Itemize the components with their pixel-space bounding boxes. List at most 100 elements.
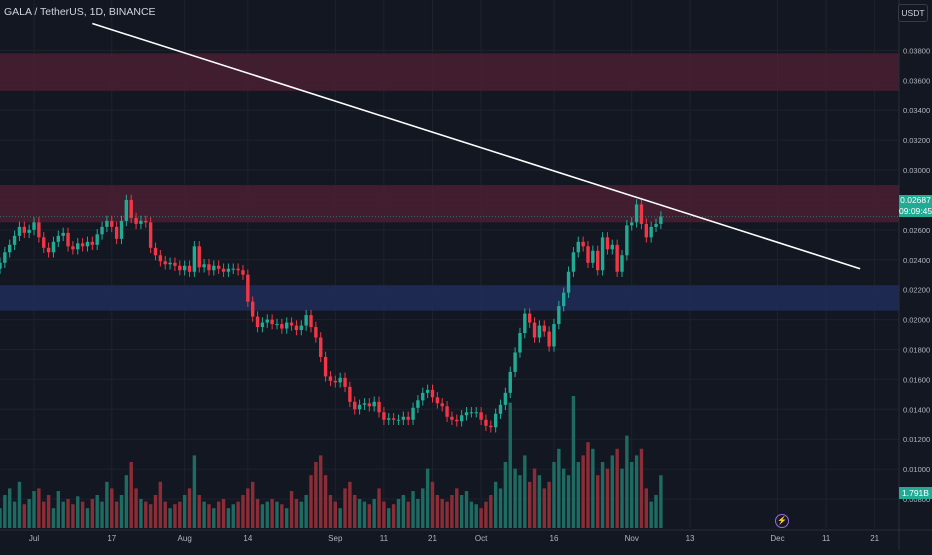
volume-bar xyxy=(532,468,537,528)
volume-bar xyxy=(27,498,31,528)
countdown-badge: 09:09:45 xyxy=(899,206,932,217)
volume-bar xyxy=(241,495,245,528)
candle xyxy=(557,300,561,330)
candle xyxy=(445,401,449,423)
candle xyxy=(236,263,240,276)
volume-bar xyxy=(144,501,148,528)
candle xyxy=(493,408,498,433)
volume-bar xyxy=(630,462,634,528)
lightning-icon[interactable]: ⚡ xyxy=(775,514,789,528)
candle xyxy=(0,257,2,274)
volume-bar xyxy=(148,504,153,528)
candle xyxy=(450,411,454,425)
volume-bar xyxy=(270,498,274,528)
candle xyxy=(464,407,469,421)
candle xyxy=(455,414,459,427)
volume-bar xyxy=(90,498,95,528)
candle xyxy=(110,215,114,233)
x-tick-label: Jul xyxy=(29,534,39,543)
candle xyxy=(377,396,381,418)
y-tick-label: 0.01600 xyxy=(903,375,930,384)
volume-bar xyxy=(124,475,129,528)
volume-bar xyxy=(314,462,318,528)
candle xyxy=(100,221,104,240)
candle xyxy=(425,384,430,399)
volume-bar xyxy=(639,448,644,528)
volume-bar xyxy=(474,504,478,528)
volume-bar xyxy=(387,508,391,528)
support-zone xyxy=(0,285,899,311)
volume-bar xyxy=(207,504,211,528)
volume-bar xyxy=(216,501,221,528)
volume-bar xyxy=(71,504,75,528)
candle xyxy=(178,260,182,276)
candle xyxy=(333,375,338,388)
volume-bar xyxy=(153,495,158,528)
volume-bar xyxy=(85,508,90,528)
candle xyxy=(144,215,148,228)
volume-bar xyxy=(37,488,41,528)
candle xyxy=(498,399,503,420)
candle xyxy=(304,309,308,331)
x-tick-label: 14 xyxy=(243,534,252,543)
candle xyxy=(76,238,80,255)
candle xyxy=(241,265,245,280)
volume-bar xyxy=(489,495,493,528)
x-tick-label: Oct xyxy=(475,534,488,543)
volume-bar xyxy=(100,501,104,528)
y-tick-label: 0.01000 xyxy=(903,465,930,474)
volume-bar xyxy=(0,508,2,528)
volume-bar xyxy=(382,501,386,528)
x-tick-label: 11 xyxy=(380,534,389,543)
volume-bar xyxy=(450,495,454,528)
candle xyxy=(255,311,260,333)
volume-bar xyxy=(95,495,99,528)
candle xyxy=(659,211,663,230)
volume-bar xyxy=(372,498,376,528)
candle xyxy=(216,260,221,274)
candle xyxy=(367,398,372,412)
candle xyxy=(90,236,95,251)
y-tick-label: 0.03600 xyxy=(903,76,930,85)
volume-bar xyxy=(8,488,12,528)
candle xyxy=(37,217,41,243)
candle xyxy=(187,260,192,277)
volume-bar xyxy=(61,501,65,528)
candle xyxy=(561,287,566,312)
volume-bar xyxy=(110,488,114,528)
volume-bar xyxy=(445,501,449,528)
y-tick-label: 0.02200 xyxy=(903,286,930,295)
candle xyxy=(71,241,75,255)
volume-bar xyxy=(610,455,614,528)
volume-bar xyxy=(163,501,167,528)
currency-button[interactable]: USDT xyxy=(898,4,928,22)
candle xyxy=(503,387,508,411)
candle xyxy=(319,332,323,363)
volume-bar xyxy=(430,481,435,528)
volume-bar xyxy=(406,501,410,528)
volume-bar xyxy=(435,495,440,528)
volume-bar xyxy=(168,508,172,528)
volume-bar xyxy=(455,488,459,528)
volume-bar xyxy=(401,495,406,528)
candle xyxy=(411,402,415,425)
volume-bar xyxy=(547,481,551,528)
candle xyxy=(158,250,163,267)
candle xyxy=(85,236,90,252)
candle xyxy=(440,398,444,412)
volume-bar xyxy=(557,448,561,528)
symbol-title: GALA / TetherUS, 1D, BINANCE xyxy=(4,6,156,18)
candle xyxy=(474,407,478,418)
volume-bar xyxy=(377,488,381,528)
candle xyxy=(192,241,197,277)
volume-bar xyxy=(294,498,299,528)
volume-bar xyxy=(182,495,187,528)
candle xyxy=(615,239,619,277)
candle xyxy=(552,318,556,352)
candle xyxy=(430,384,435,403)
candle xyxy=(576,236,580,258)
volume-bar xyxy=(255,498,260,528)
volume-bar xyxy=(246,488,250,528)
